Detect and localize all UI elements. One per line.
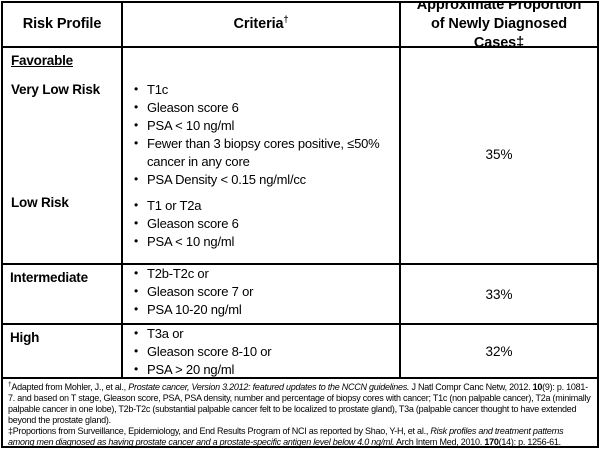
criteria-item: T2b-T2c or [129,265,395,283]
criteria-item: PSA Density < 0.15 ng/ml/cc [129,170,395,189]
criteria-item: PSA 10-20 ng/ml [129,300,395,319]
intermediate-label-cell: Intermediate [3,265,121,323]
high-criteria-cell: T3a or Gleason score 8-10 or PSA > 20 ng… [123,325,399,377]
footnote-text: (9): p. 1081-7. and based on T stage, Gl… [8,382,591,425]
header-criteria-label: Criteria† [233,14,289,32]
footnote-double-dagger: ‡Proportions from Surveillance, Epidemio… [8,426,564,446]
criteria-item: PSA < 10 ng/ml [129,116,395,135]
favorable-proportion-cell: 35% [401,48,597,263]
footnote-text: (14): p. 1256-61. [498,437,562,446]
criteria-item: T3a or [129,325,395,343]
criteria-item: PSA < 10 ng/ml [129,232,395,251]
proportion-value-favorable: 35% [485,147,513,162]
criteria-item: Gleason score 6 [129,214,395,233]
footnote-text: Arch Intern Med, 2010. [394,437,485,446]
dagger-symbol: † [8,381,12,388]
row-label-high: High [10,330,40,345]
header-criteria: Criteria† [123,3,399,46]
footnote-volume: 170 [484,437,499,446]
criteria-item: Gleason score 8-10 or [129,342,395,361]
footnote-citation-title: Risk profiles and treatment patterns amo… [8,426,564,446]
favorable-label-cell: Favorable Very Low Risk Low Risk [3,48,121,263]
intermediate-proportion-cell: 33% [401,265,597,323]
double-dagger-symbol: ‡ [8,426,13,436]
row-label-intermediate: Intermediate [10,270,88,285]
footnotes-cell: †Adapted from Mohler, J., et al., Prosta… [3,379,597,446]
favorable-criteria-cell: T1c Gleason score 6 PSA < 10 ng/ml Fewer… [123,48,399,263]
header-proportion-label: Approximate Proportion of Newly Diagnose… [416,3,582,46]
row-label-very-low-risk: Very Low Risk [11,82,100,97]
high-label-cell: High [3,325,121,377]
proportion-value-high: 32% [485,343,513,359]
footnote-dagger: †Adapted from Mohler, J., et al., Prosta… [8,381,591,425]
footnote-text: Proportions from Surveillance, Epidemiol… [12,426,431,436]
criteria-item: Gleason score 6 [129,98,395,117]
header-risk-profile: Risk Profile [3,3,121,46]
footnote-text: J Natl Compr Canc Netw, 2012. [409,382,533,392]
header-proportion: Approximate Proportion of Newly Diagnose… [401,3,597,46]
low-risk-criteria-list: T1 or T2a Gleason score 6 PSA < 10 ng/ml [123,196,399,251]
proportion-value-intermediate: 33% [485,286,513,302]
intermediate-criteria-list: T2b-T2c or Gleason score 7 or PSA 10-20 … [123,265,399,319]
criteria-item: PSA > 20 ng/ml [129,360,395,377]
footnote-volume: 10 [532,382,543,392]
criteria-item: Fewer than 3 biopsy cores positive, ≤50%… [129,134,395,171]
footnote-citation-title: Prostate cancer, Version 3.2012: feature… [128,382,410,392]
very-low-risk-criteria-list: T1c Gleason score 6 PSA < 10 ng/ml Fewer… [123,80,399,189]
footnote-text: Adapted from Mohler, J., et al., [11,382,129,392]
criteria-item: Gleason score 7 or [129,282,395,301]
high-proportion-cell: 32% [401,325,597,377]
intermediate-criteria-cell: T2b-T2c or Gleason score 7 or PSA 10-20 … [123,265,399,323]
group-label-favorable: Favorable [11,53,73,68]
high-criteria-list: T3a or Gleason score 8-10 or PSA > 20 ng… [123,325,399,377]
criteria-item: T1c [129,80,395,99]
criteria-item: T1 or T2a [129,196,395,215]
dagger-superscript: † [283,14,289,25]
header-risk-profile-label: Risk Profile [22,16,102,32]
row-label-low-risk: Low Risk [11,195,69,210]
